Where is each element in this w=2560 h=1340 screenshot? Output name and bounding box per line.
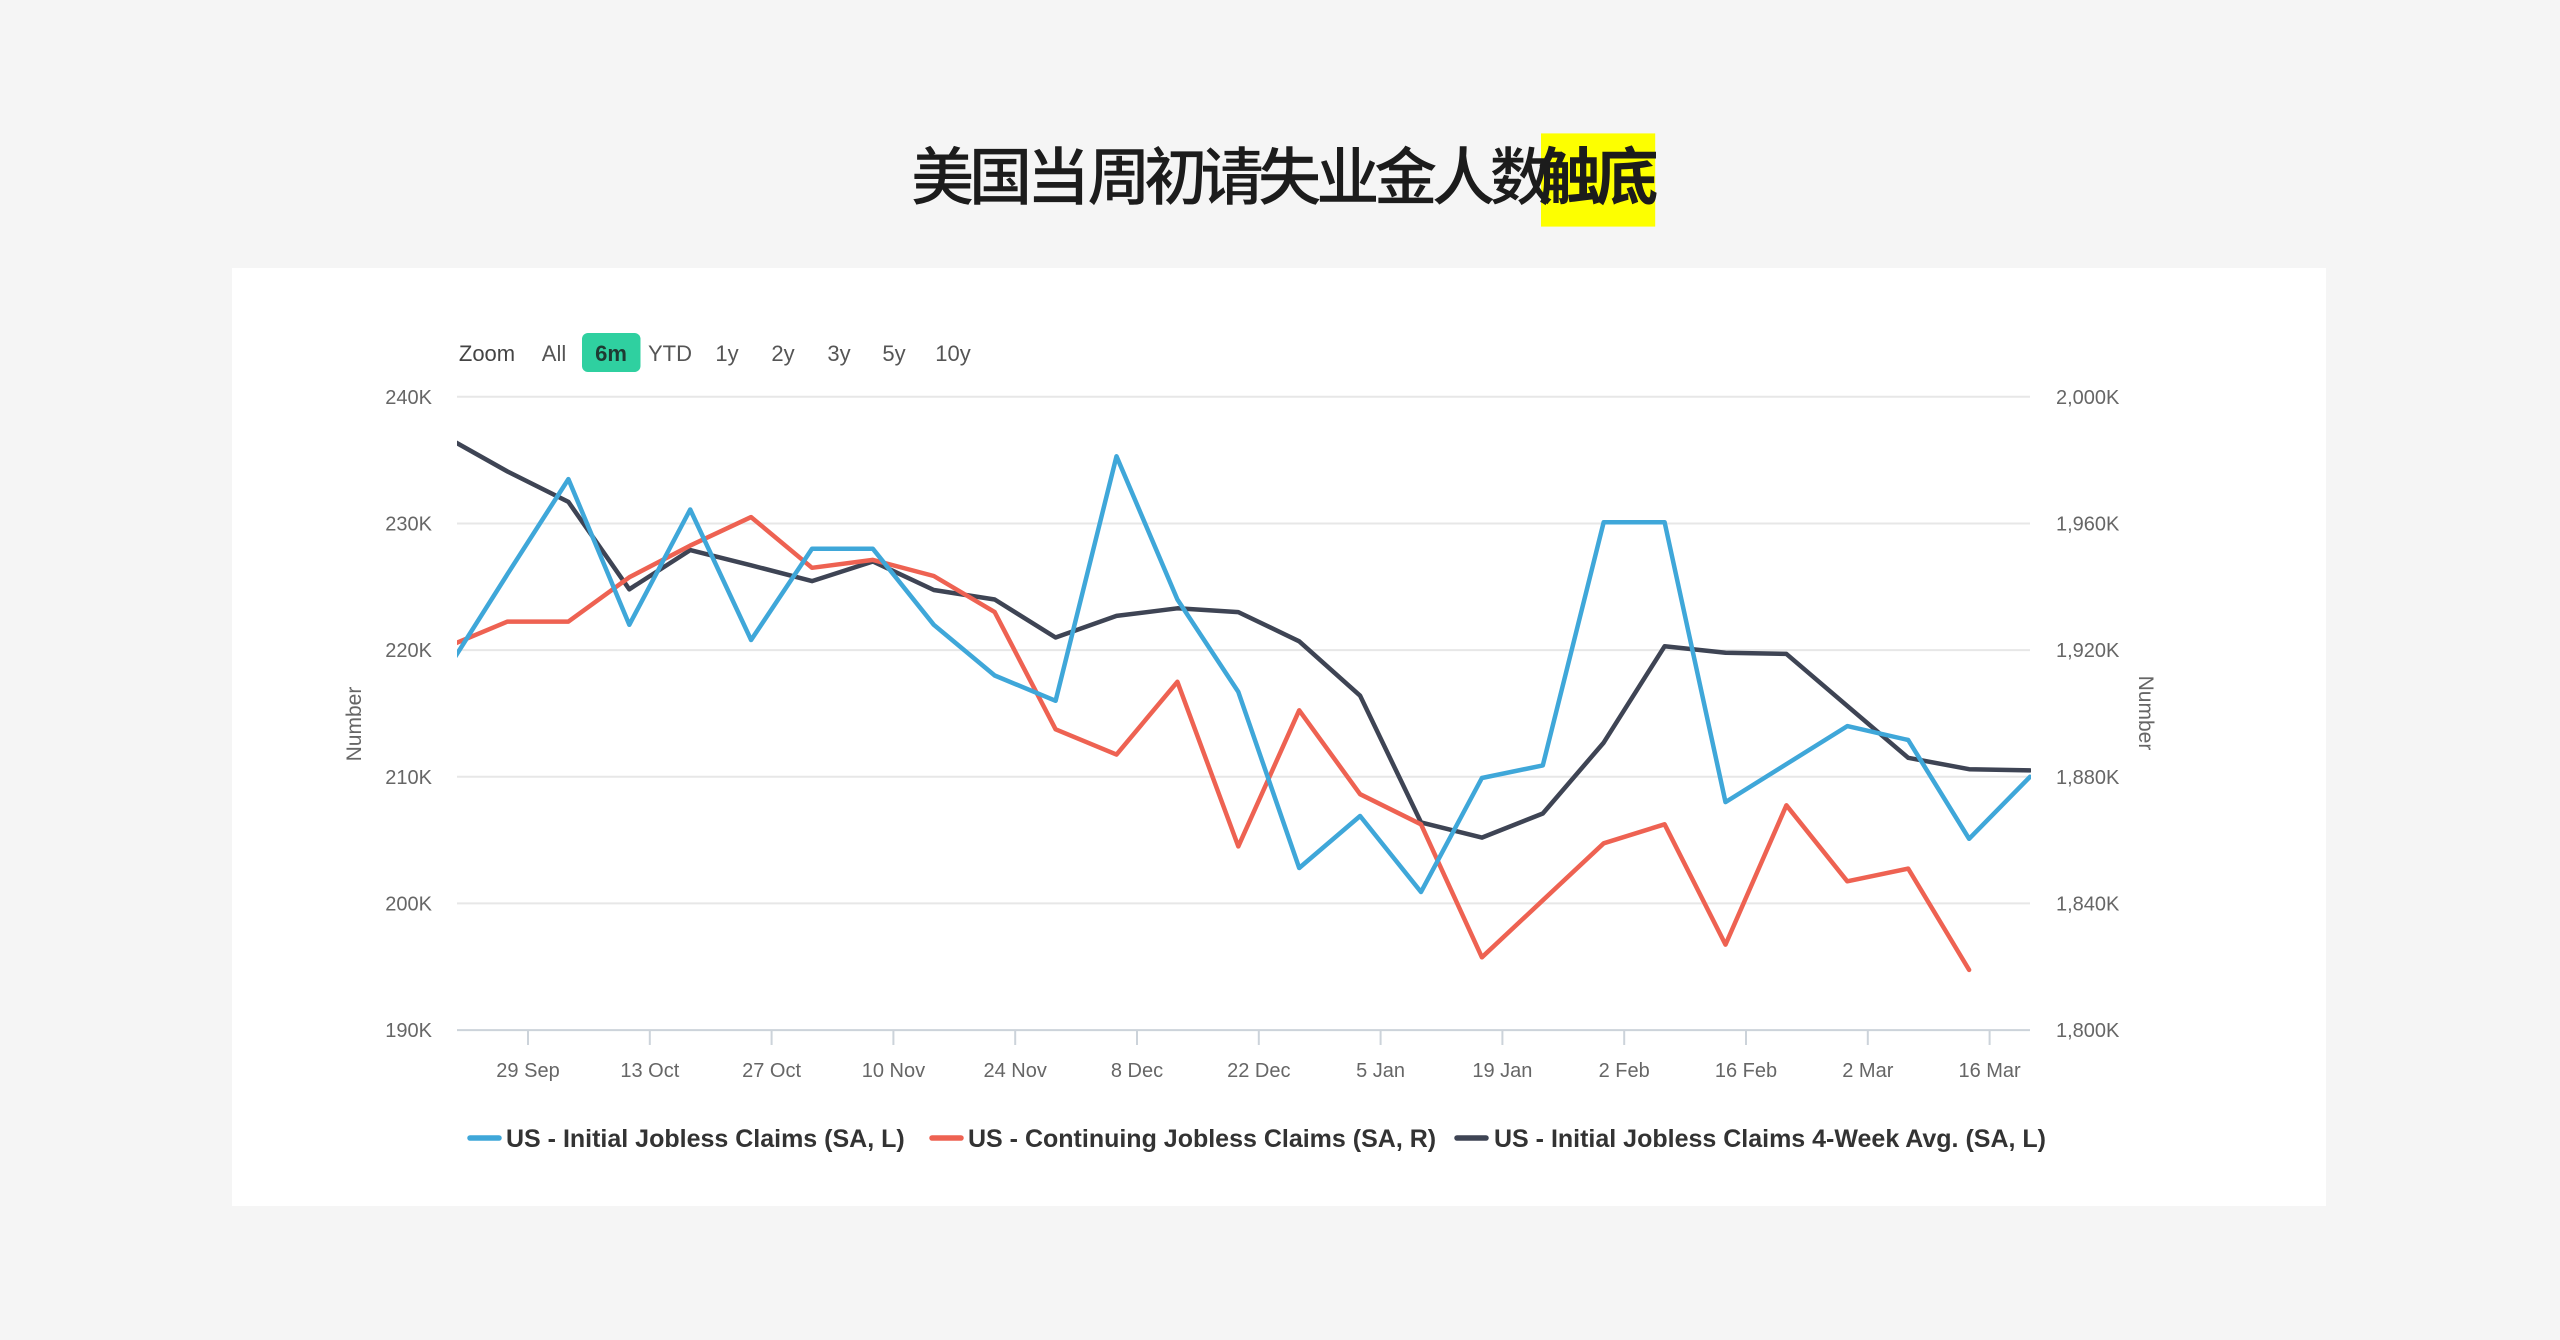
svg-text:220K: 220K [385, 640, 432, 662]
svg-text:5y: 5y [882, 341, 905, 366]
svg-text:1,840K: 1,840K [2056, 893, 2120, 915]
svg-text:10y: 10y [935, 341, 970, 366]
svg-text:US - Initial Jobless Claims (S: US - Initial Jobless Claims (SA, L) [506, 1125, 905, 1153]
svg-text:240K: 240K [385, 387, 432, 409]
svg-text:1,920K: 1,920K [2056, 640, 2120, 662]
svg-text:10 Nov: 10 Nov [862, 1060, 925, 1082]
svg-text:16 Feb: 16 Feb [1715, 1060, 1777, 1082]
svg-text:8 Dec: 8 Dec [1111, 1060, 1163, 1082]
svg-text:230K: 230K [385, 514, 432, 536]
svg-text:1,800K: 1,800K [2056, 1020, 2120, 1042]
svg-text:YTD: YTD [648, 341, 692, 366]
svg-text:US - Continuing Jobless Claims: US - Continuing Jobless Claims (SA, R) [968, 1125, 1436, 1153]
svg-text:13 Oct: 13 Oct [620, 1060, 679, 1082]
svg-text:2,000K: 2,000K [2056, 387, 2120, 409]
svg-text:190K: 190K [385, 1020, 432, 1042]
svg-text:All: All [542, 341, 566, 366]
svg-text:US - Initial Jobless Claims 4-: US - Initial Jobless Claims 4-Week Avg. … [1494, 1125, 2046, 1153]
svg-text:2 Mar: 2 Mar [1842, 1060, 1893, 1082]
svg-text:22 Dec: 22 Dec [1227, 1060, 1290, 1082]
svg-text:24 Nov: 24 Nov [984, 1060, 1047, 1082]
svg-text:Zoom: Zoom [459, 341, 515, 366]
svg-text:19 Jan: 19 Jan [1472, 1060, 1532, 1082]
svg-text:210K: 210K [385, 767, 432, 789]
svg-text:3y: 3y [827, 341, 850, 366]
svg-text:Number: Number [2134, 676, 2157, 751]
svg-text:29 Sep: 29 Sep [496, 1060, 559, 1082]
svg-text:1,960K: 1,960K [2056, 514, 2120, 536]
svg-text:16 Mar: 16 Mar [1958, 1060, 2021, 1082]
svg-text:2y: 2y [771, 341, 794, 366]
svg-text:6m: 6m [595, 341, 627, 366]
svg-text:200K: 200K [385, 893, 432, 915]
svg-text:2 Feb: 2 Feb [1599, 1060, 1650, 1082]
svg-text:27 Oct: 27 Oct [742, 1060, 801, 1082]
svg-text:Number: Number [343, 687, 366, 762]
svg-text:1,880K: 1,880K [2056, 767, 2120, 789]
svg-text:1y: 1y [715, 341, 738, 366]
svg-text:5 Jan: 5 Jan [1356, 1060, 1405, 1082]
